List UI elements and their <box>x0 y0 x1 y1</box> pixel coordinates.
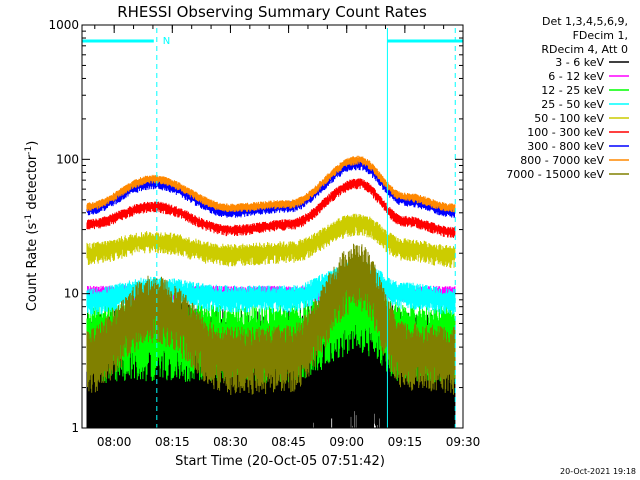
x-tick-label: 08:15 <box>155 435 190 449</box>
legend-entry-label: 800 - 7000 keV <box>520 154 604 167</box>
x-tick-label: 09:15 <box>388 435 423 449</box>
attenuator-label: N <box>163 36 170 47</box>
legend-entry-label: 100 - 300 keV <box>527 126 604 139</box>
x-tick-label: 08:45 <box>271 435 306 449</box>
legend-header-line: RDecim 4, Att 0 <box>541 43 628 56</box>
x-tick-label: 08:30 <box>213 435 248 449</box>
y-tick-label: 100 <box>56 152 79 166</box>
y-label-part: ) <box>25 141 40 146</box>
legend-entry-label: 7000 - 15000 keV <box>506 168 604 181</box>
legend-entry-label: 50 - 100 keV <box>534 112 604 125</box>
legend-entry-label: 6 - 12 keV <box>548 70 604 83</box>
y-label-part: detector <box>25 154 40 214</box>
x-tick-label: 09:30 <box>446 435 481 449</box>
y-label-sup: -1 <box>24 146 34 155</box>
y-label-sup: -1 <box>24 214 34 223</box>
legend-entry-label: 25 - 50 keV <box>541 98 604 111</box>
footer-date: 20-Oct-2021 19:18 <box>560 467 636 476</box>
legend-header-line: FDecim 1, <box>573 29 628 42</box>
series-50to100kev-line <box>86 213 456 268</box>
y-tick-label: 1 <box>71 421 79 435</box>
y-tick-label: 10 <box>64 287 79 301</box>
x-tick-label: 08:00 <box>97 435 132 449</box>
legend-entry-label: 12 - 25 keV <box>541 84 604 97</box>
x-axis-label: Start Time (20-Oct-05 07:51:42) <box>175 454 385 469</box>
legend-header-line: Det 1,3,4,5,6,9, <box>542 15 628 28</box>
legend-entry-label: 3 - 6 keV <box>555 56 604 69</box>
y-axis-label: Count Rate (s-1 detector-1) <box>24 141 40 312</box>
series-7000to15000kev-line <box>86 243 456 395</box>
plot-frame <box>81 24 464 429</box>
x-tick-label: 09:00 <box>329 435 364 449</box>
y-tick-label: 1000 <box>48 18 79 32</box>
series-100to300kev-line <box>86 178 456 238</box>
series-800to7000kev-line <box>86 155 456 213</box>
legend-entry-label: 300 - 800 keV <box>527 140 604 153</box>
chart-title: RHESSI Observing Summary Count Rates <box>117 3 427 21</box>
y-label-part: Count Rate (s <box>25 223 40 312</box>
